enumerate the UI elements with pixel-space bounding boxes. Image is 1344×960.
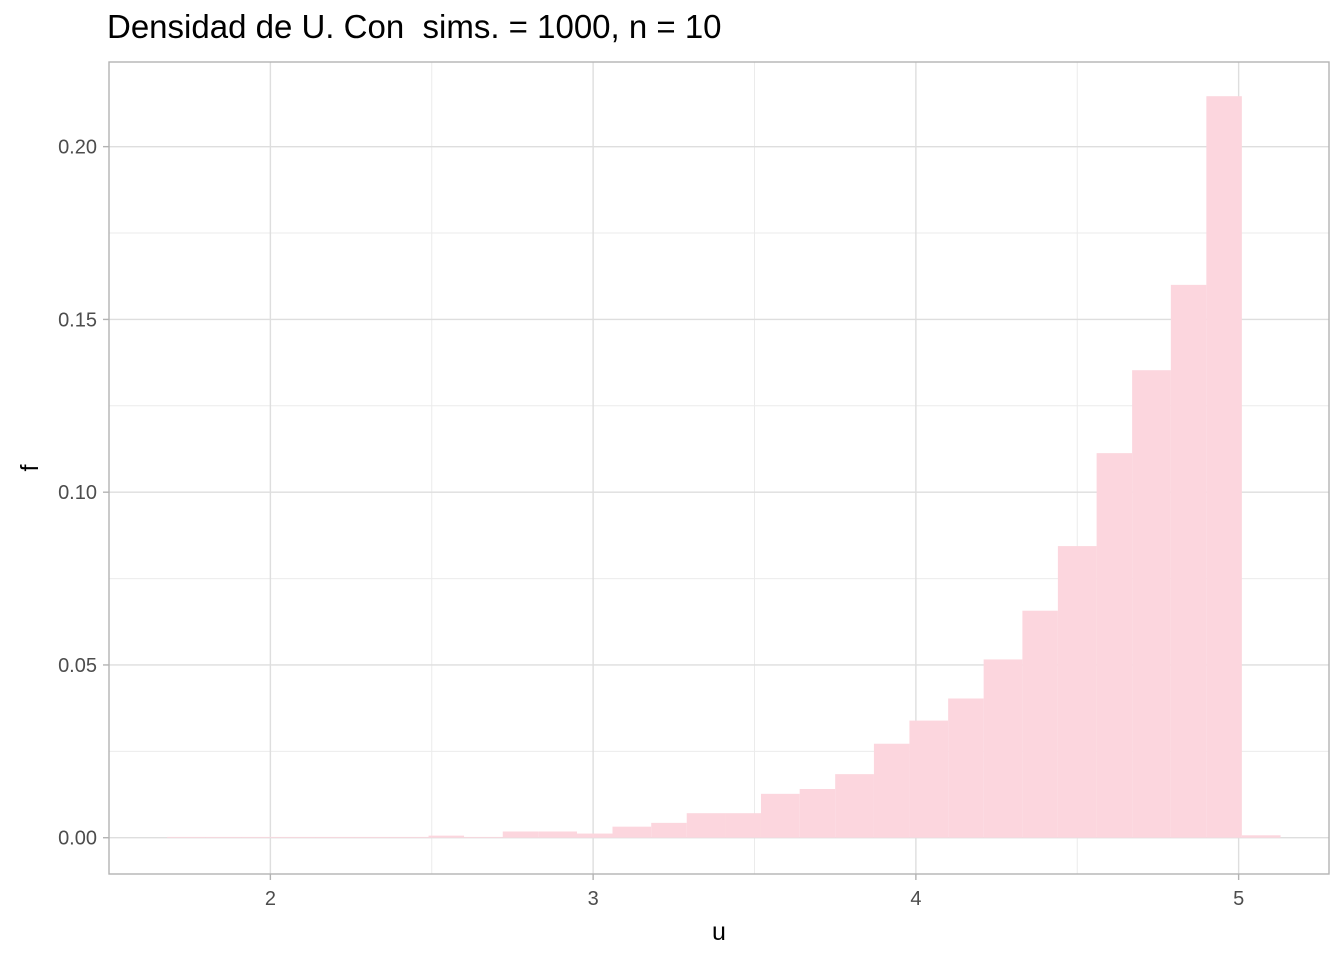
histogram-bar (686, 813, 726, 838)
x-tick-label: 4 (910, 888, 921, 910)
histogram-bar (241, 836, 281, 838)
y-tick-label: 0.00 (58, 828, 97, 850)
x-tick-label: 5 (1233, 888, 1244, 910)
y-tick-label: 0.05 (58, 655, 97, 677)
histogram-bar (280, 836, 316, 838)
panel-border (108, 61, 1330, 875)
y-axis-title: f (16, 464, 44, 471)
histogram-bar (948, 698, 984, 838)
histogram-bar (205, 836, 242, 838)
x-tick-label: 3 (588, 888, 599, 910)
histogram-bar (835, 774, 874, 838)
histogram-bar (651, 822, 687, 838)
histogram-bar (612, 826, 652, 838)
histogram-bar (389, 836, 429, 838)
x-axis-title: u (712, 918, 726, 946)
histogram-bar (354, 836, 390, 838)
x-tick-label: 2 (265, 888, 276, 910)
histogram-bar (909, 720, 949, 838)
histogram-bars (167, 96, 1281, 838)
histogram-bar (538, 831, 577, 838)
histogram-bar (799, 788, 836, 838)
histogram-bar (167, 836, 206, 838)
histogram-bar (873, 743, 910, 838)
histogram-bar (464, 836, 503, 838)
histogram-bar (1096, 453, 1133, 838)
y-tick-label: 0.15 (58, 309, 97, 331)
histogram-bar (1206, 96, 1242, 838)
histogram-bar (1241, 835, 1281, 838)
histogram-bar (315, 836, 355, 838)
histogram-bar (1170, 284, 1207, 838)
histogram-bar (428, 835, 465, 838)
histogram-bar (760, 793, 800, 838)
histogram-bar (983, 659, 1023, 838)
histogram-bar (576, 833, 613, 838)
histogram-bar (1057, 546, 1097, 838)
histogram-bar (502, 831, 539, 838)
chart-title: Densidad de U. Con sims. = 1000, n = 10 (107, 8, 722, 45)
histogram-bar (1022, 610, 1058, 838)
histogram-bar (725, 813, 761, 838)
histogram-bar (1132, 370, 1171, 838)
y-tick-label: 0.10 (58, 482, 97, 504)
y-axis-ticks: 0.00 0.05 0.10 0.15 0.20 (58, 137, 109, 850)
x-axis-ticks: 2 3 4 5 (265, 874, 1244, 910)
y-tick-label: 0.20 (58, 137, 97, 159)
